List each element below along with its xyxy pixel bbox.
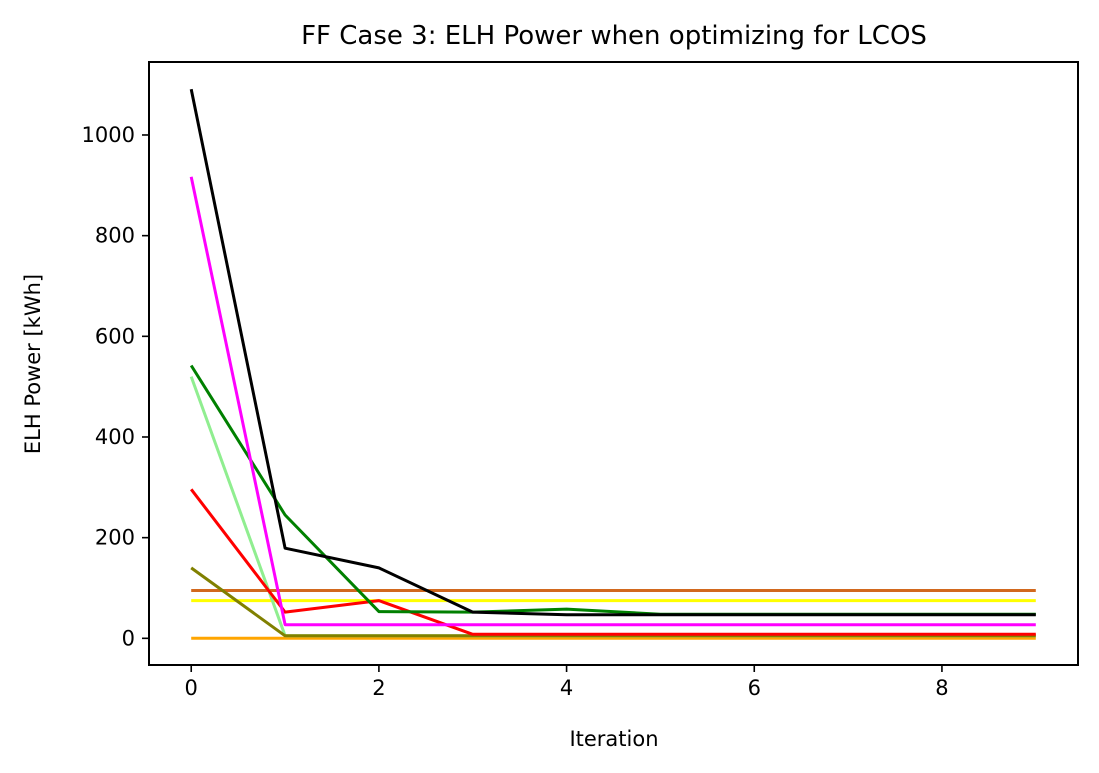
chart-title: FF Case 3: ELH Power when optimizing for… bbox=[301, 21, 927, 51]
series-line-3 bbox=[189, 376, 1036, 638]
plot-area-frame bbox=[148, 61, 1079, 666]
series-line-6 bbox=[189, 364, 1036, 616]
x-tick-label: 8 bbox=[935, 676, 948, 700]
x-axis-label: Iteration bbox=[569, 727, 658, 751]
series-line-8 bbox=[189, 88, 1036, 617]
series-line-7 bbox=[189, 176, 1036, 627]
y-axis: 0 200 400 600 800 1000 bbox=[82, 123, 149, 650]
y-tick-label: 1000 bbox=[82, 123, 135, 147]
x-tick-label: 6 bbox=[748, 676, 761, 700]
x-tick-label: 2 bbox=[372, 676, 385, 700]
y-tick-label: 400 bbox=[95, 425, 135, 449]
series-line-5 bbox=[190, 488, 1036, 636]
y-tick-label: 0 bbox=[122, 626, 135, 650]
plot-lines bbox=[189, 88, 1036, 640]
y-tick-label: 800 bbox=[95, 224, 135, 248]
y-axis-label: ELH Power [kWh] bbox=[21, 274, 45, 454]
y-tick-label: 200 bbox=[95, 526, 135, 550]
x-tick-label: 0 bbox=[185, 676, 198, 700]
y-tick-label: 600 bbox=[95, 324, 135, 348]
x-tick-label: 4 bbox=[560, 676, 573, 700]
x-axis: 0 2 4 6 8 bbox=[185, 665, 949, 700]
